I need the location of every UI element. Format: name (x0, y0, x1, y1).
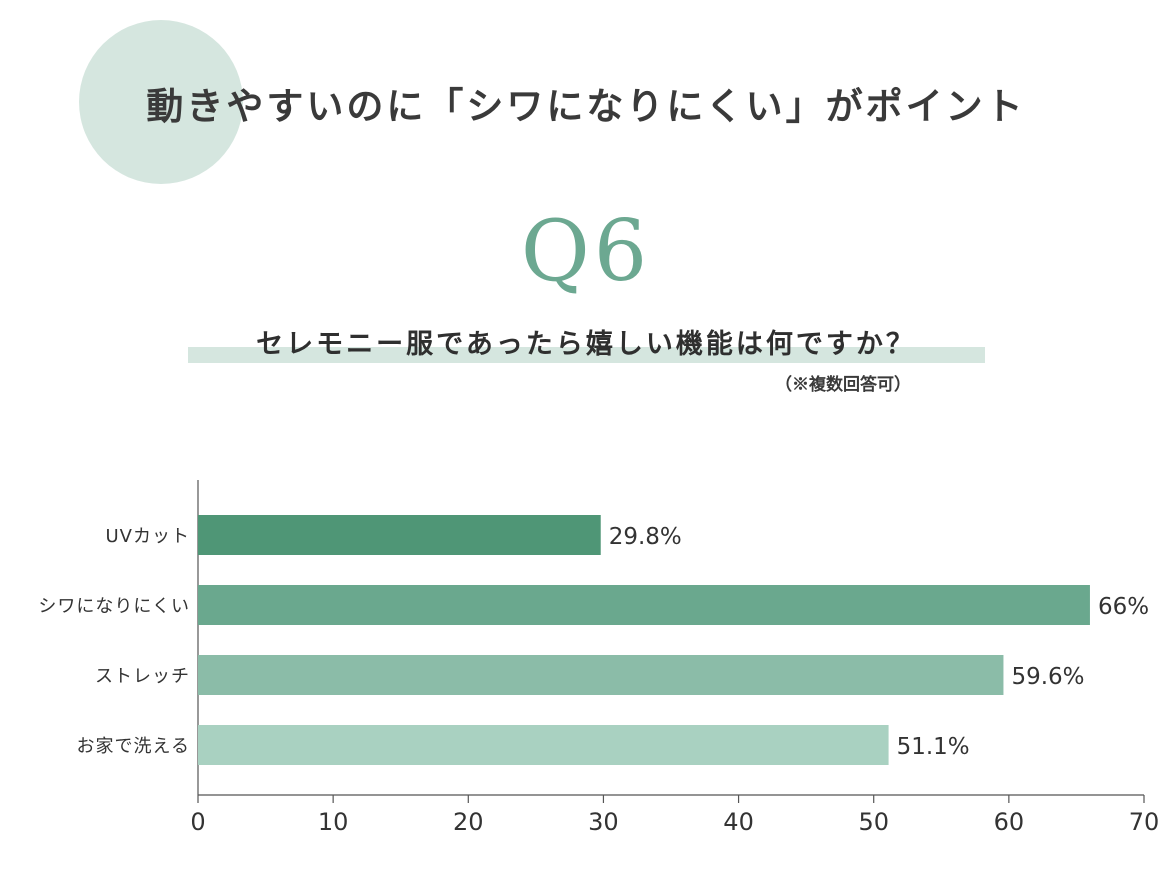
question-number: Q6 (520, 202, 652, 300)
x-tick-label: 10 (318, 808, 349, 836)
multiple-answer-note: （※複数回答可） (775, 375, 911, 395)
value-label: 29.8% (609, 524, 682, 550)
x-tick-label: 40 (723, 808, 754, 836)
x-tick-label: 20 (453, 808, 484, 836)
x-tick-label: 0 (190, 808, 205, 836)
bar (198, 725, 889, 765)
value-label: 51.1% (897, 734, 970, 760)
category-label: UVカット (106, 526, 191, 547)
x-tick-label: 30 (588, 808, 619, 836)
bar (198, 515, 601, 555)
page-title: 動きやすいのに「シワになりにくい」がポイント (146, 84, 1026, 128)
value-label: 66% (1098, 594, 1149, 620)
question-text: セレモニー服であったら嬉しい機能は何ですか？ (256, 329, 916, 360)
x-tick-label: 50 (858, 808, 889, 836)
category-label: シワになりにくい (38, 596, 190, 617)
category-label: ストレッチ (95, 666, 190, 687)
x-tick-label: 60 (994, 808, 1025, 836)
x-tick-label: 70 (1129, 808, 1160, 836)
bar (198, 585, 1090, 625)
value-label: 59.6% (1011, 664, 1084, 690)
question-highlight-band (188, 347, 985, 363)
category-label: お家で洗える (77, 736, 190, 757)
decorative-circle (79, 20, 243, 184)
bar (198, 655, 1004, 695)
